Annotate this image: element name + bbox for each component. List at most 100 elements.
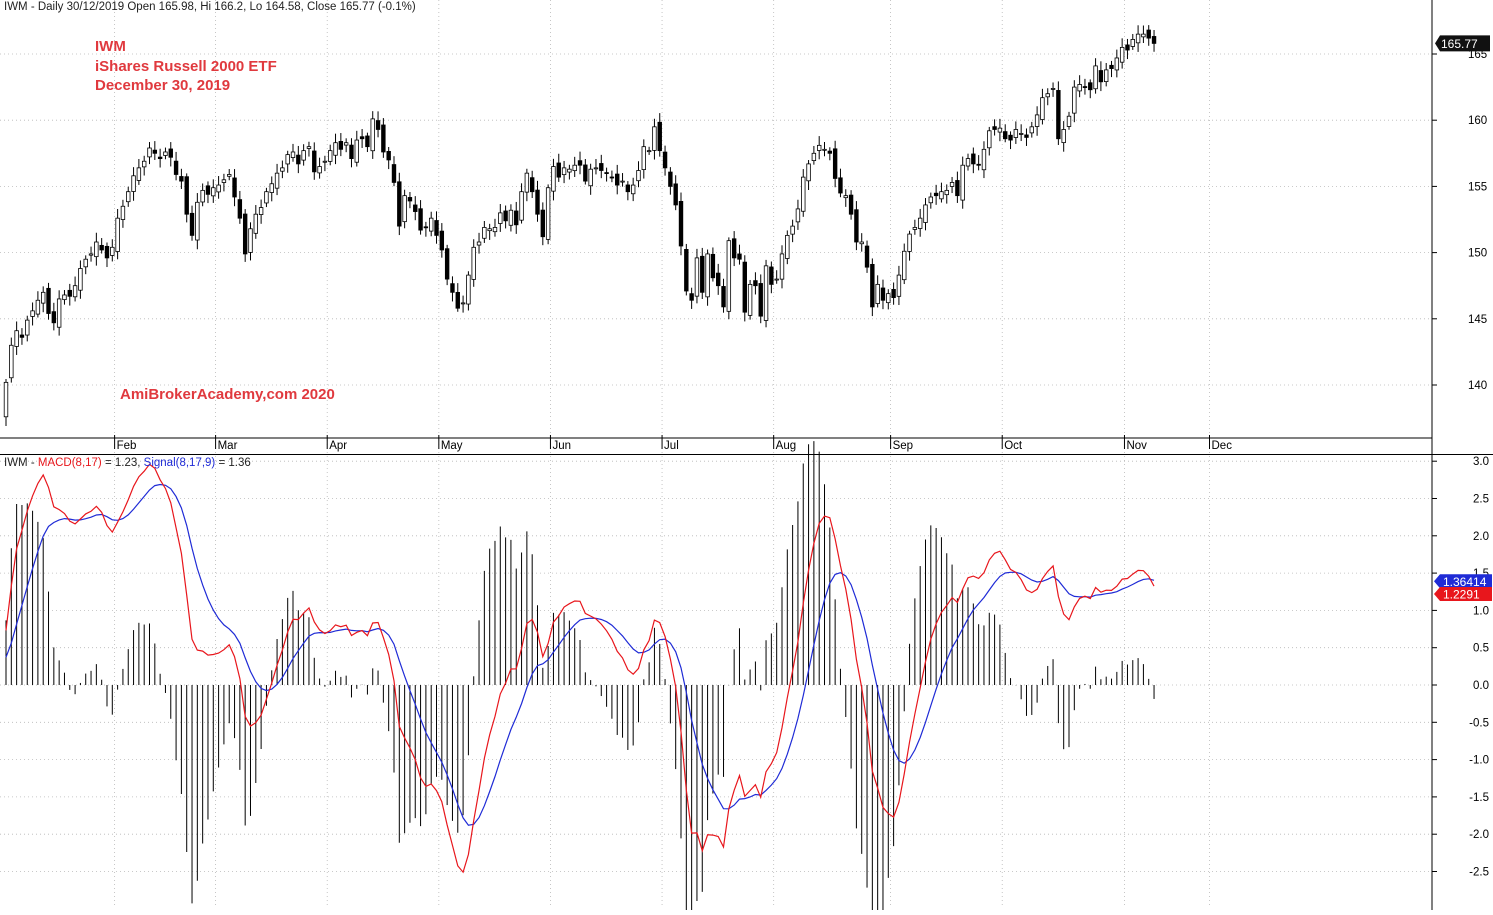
candle-body — [1008, 134, 1013, 141]
candle-body — [258, 207, 264, 215]
candle-body — [1125, 44, 1130, 51]
last-price-badge-bg — [1435, 35, 1490, 52]
candle-body — [949, 182, 955, 187]
candle-body — [375, 120, 381, 130]
candle-body — [933, 192, 939, 197]
candle-body — [35, 299, 41, 315]
macd-tick-label: -2.5 — [1469, 867, 1489, 879]
candle-body — [641, 146, 646, 170]
watermark: AmiBrokerAcademy,com 2020 — [120, 386, 335, 403]
candle-body — [274, 172, 280, 189]
candle-body — [886, 293, 891, 304]
candle-body — [78, 268, 83, 291]
candle-body — [965, 158, 971, 167]
candle-body — [1013, 129, 1019, 138]
candle-body — [1119, 46, 1125, 63]
month-label: May — [441, 440, 463, 452]
month-label: Oct — [1004, 440, 1023, 452]
candle-body — [1040, 97, 1045, 120]
candle-body — [72, 285, 78, 298]
candle-body — [519, 191, 524, 221]
candle-body — [588, 168, 593, 187]
candle-body — [551, 166, 556, 192]
candle-body — [370, 118, 375, 152]
candle-body — [482, 227, 487, 239]
candle-body — [466, 274, 471, 305]
candle-body — [700, 255, 705, 293]
candle-body — [94, 241, 99, 258]
candle-body — [816, 144, 822, 151]
candle-body — [242, 213, 248, 255]
candle-body — [912, 227, 918, 230]
candle-body — [896, 274, 902, 297]
candle-body — [790, 225, 795, 235]
candle-body — [227, 174, 232, 177]
candle-body — [811, 152, 817, 162]
candle-body — [678, 200, 684, 247]
candle-body — [864, 245, 870, 268]
candle-body — [875, 283, 880, 304]
candle-body — [615, 173, 620, 186]
candle-body — [189, 212, 195, 236]
candle-body — [923, 204, 928, 223]
candle-body — [646, 150, 652, 153]
candle-body — [487, 228, 492, 232]
candle-body — [583, 164, 588, 182]
candle-body — [211, 187, 216, 197]
candle-body — [104, 245, 110, 259]
macd-tick-label: 0.5 — [1473, 643, 1489, 655]
candle-body — [41, 291, 46, 304]
candle-body — [444, 248, 450, 280]
candle-body — [737, 253, 742, 260]
price-tick-label: 140 — [1468, 380, 1487, 392]
candles-group — [3, 25, 1157, 427]
candle-body — [870, 263, 875, 308]
candle-body — [434, 220, 439, 236]
candle-body — [716, 272, 721, 287]
candle-body — [237, 199, 243, 219]
candle-body — [205, 185, 211, 195]
candle-body — [88, 253, 94, 256]
candle-body — [960, 164, 965, 201]
candle-body — [19, 334, 25, 338]
price-tick-label: 160 — [1468, 115, 1487, 127]
candle-body — [540, 209, 546, 238]
candle-body — [328, 150, 333, 162]
candle-body — [359, 136, 365, 140]
signal-header-label: Signal(8,17,9) — [143, 457, 216, 469]
month-label: Feb — [117, 440, 137, 452]
price-tick-label: 155 — [1468, 181, 1487, 193]
candle-body — [1088, 82, 1093, 91]
candle-body — [731, 238, 737, 259]
candle-body — [1072, 86, 1077, 114]
macd-badge: 1.2291 — [1443, 587, 1480, 601]
candle-body — [928, 196, 934, 204]
candle-body — [577, 160, 583, 166]
candle-body — [14, 330, 19, 347]
candle-body — [423, 226, 429, 229]
candle-body — [264, 191, 269, 204]
candle-body — [1045, 93, 1050, 98]
candle-body — [152, 149, 158, 154]
candle-body — [1146, 29, 1151, 39]
candle-body — [556, 162, 561, 178]
candle-body — [992, 126, 997, 130]
candle-body — [232, 177, 237, 198]
candle-body — [418, 208, 423, 231]
candle-body — [179, 176, 184, 182]
candle-body — [1034, 114, 1040, 127]
candle-body — [1024, 134, 1029, 138]
candle-body — [1003, 131, 1008, 140]
candle-body — [774, 278, 779, 281]
annotation-date: December 30, 2019 — [95, 77, 231, 94]
candle-body — [705, 253, 710, 298]
candle-body — [827, 150, 833, 154]
candle-body — [397, 181, 402, 227]
candle-body — [1093, 65, 1098, 90]
candle-body — [391, 164, 397, 183]
candle-body — [322, 160, 328, 163]
candle-body — [56, 298, 62, 328]
candle-body — [907, 233, 912, 252]
candle-body — [157, 156, 163, 159]
candle-body — [859, 241, 864, 245]
